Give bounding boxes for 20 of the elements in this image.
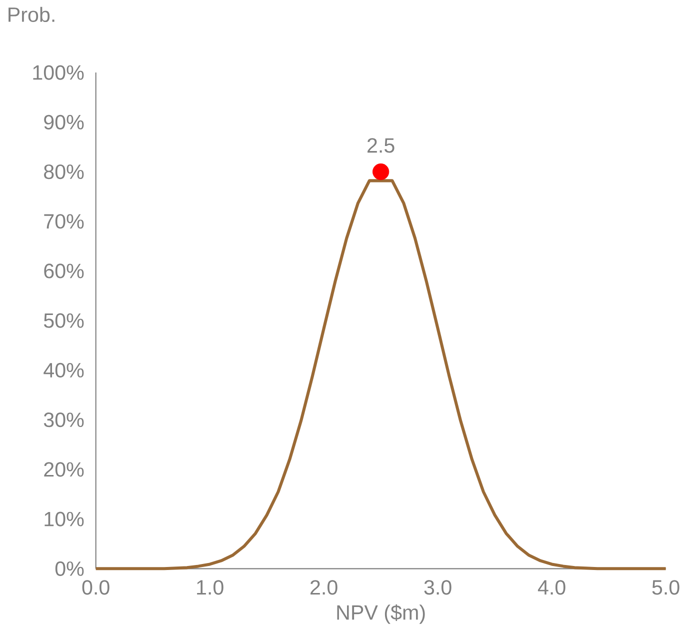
y-tick-label: 80% xyxy=(44,164,84,180)
x-tick-label: 0.0 xyxy=(82,580,110,595)
y-tick-label: 90% xyxy=(44,114,84,130)
x-tick-label: 4.0 xyxy=(538,580,566,595)
y-axis-title: Prob. xyxy=(8,6,54,22)
x-tick-label: 1.0 xyxy=(197,580,224,595)
y-tick-label: 100% xyxy=(33,65,84,80)
y-tick-label: 10% xyxy=(44,512,84,526)
x-tick-label: 5.0 xyxy=(652,580,680,595)
y-tick-label: 60% xyxy=(44,264,84,278)
y-tick-label: 40% xyxy=(44,363,84,378)
y-tick-label: 0% xyxy=(55,561,84,576)
x-tick-label: 2.0 xyxy=(310,580,338,595)
y-tick-label: 20% xyxy=(44,462,84,477)
y-tick-label: 70% xyxy=(44,214,84,229)
y-tick-label: 50% xyxy=(44,313,84,328)
y-tick-label: 30% xyxy=(44,412,84,428)
x-tick-label: 3.0 xyxy=(424,580,452,595)
x-axis-title: NPV ($m) xyxy=(337,604,425,624)
annotation: 2.5 xyxy=(368,138,394,153)
